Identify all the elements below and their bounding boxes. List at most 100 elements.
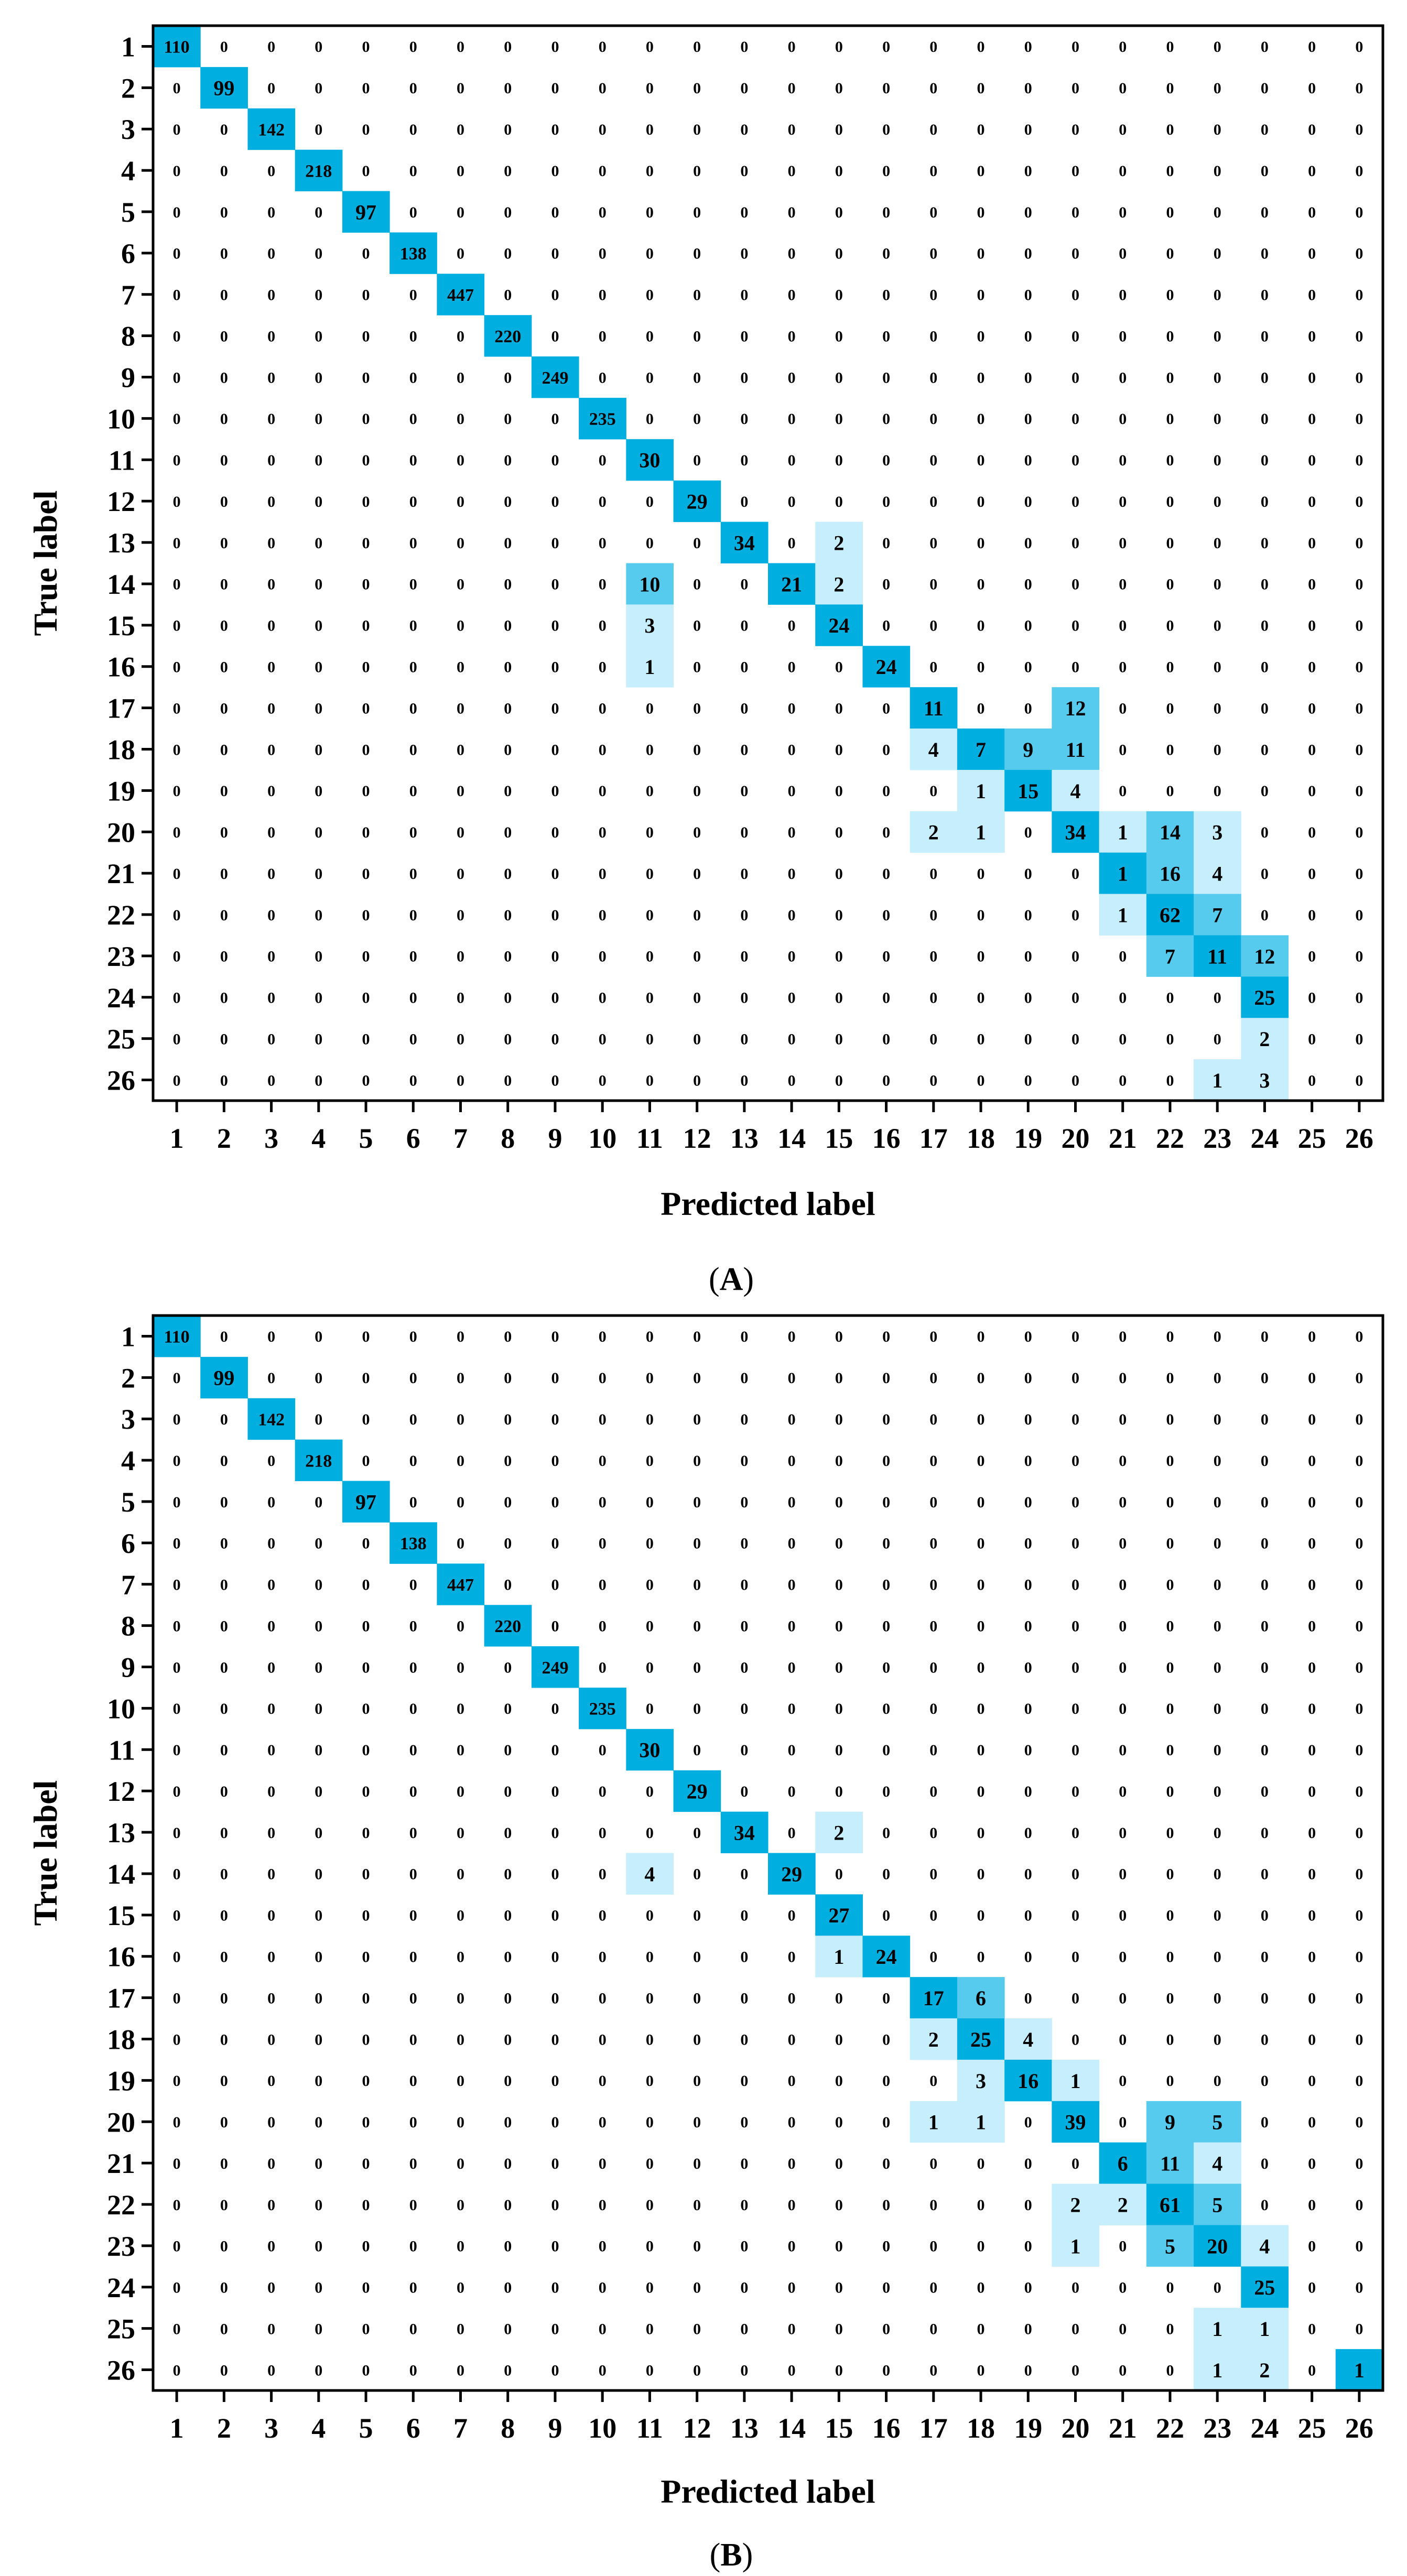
matrix-cell [768,563,816,605]
cell-value: 0 [1166,1742,1174,1759]
cell-value: 0 [977,328,985,345]
cell-value: 0 [693,1072,701,1089]
cell-value: 0 [504,1072,512,1089]
matrix-cell [342,1481,390,1523]
cell-value: 0 [693,410,701,428]
cell-value: 0 [1355,1494,1363,1511]
cell-value: 0 [551,328,559,345]
cell-value: 0 [882,287,890,304]
cell-value: 0 [835,245,843,263]
cell-value: 0 [740,741,748,758]
cell-value: 0 [220,1328,228,1345]
cell-value: 0 [315,2320,322,2338]
y-tick-label: 15 [107,1900,135,1931]
cell-value: 0 [882,2320,890,2338]
x-tick-label: 8 [501,2412,515,2444]
cell-value: 0 [977,80,985,97]
matrix-cell [1146,852,1194,895]
cell-value: 0 [693,328,701,345]
cell-value: 0 [1166,2362,1174,2379]
cell-value: 0 [551,1700,559,1718]
cell-value: 0 [362,535,370,552]
cell-value: 0 [977,2279,985,2297]
cell-value: 0 [1308,121,1316,138]
x-tick-label: 3 [264,2412,278,2444]
cell-value: 0 [1355,2320,1363,2338]
cell-value: 0 [1355,1617,1363,1635]
cell-value: 0 [788,121,796,138]
y-tick-label: 26 [107,2355,135,2386]
matrix-cell [626,563,674,605]
cell-value: 0 [882,948,890,965]
cell-value: 0 [693,2155,701,2172]
cell-value: 0 [929,2072,937,2090]
cell-value: 0 [929,1824,937,1842]
cell-value: 0 [1024,410,1032,428]
cell-value: 0 [504,1783,512,1800]
x-tick-label: 4 [311,2412,326,2444]
x-axis-title: Predicted label [661,2473,875,2510]
matrix-cell [1099,2142,1147,2184]
cell-value: 0 [457,1494,464,1511]
cell-value: 0 [693,700,701,717]
matrix-cell [1194,2142,1241,2184]
cell-value: 0 [740,1907,748,1925]
cell-value: 0 [1024,1659,1032,1676]
cell-value: 0 [646,1369,654,1387]
cell-value: 0 [1308,1742,1316,1759]
cell-value: 0 [504,38,512,56]
cell-value: 0 [1024,121,1032,138]
cell-value: 2 [834,531,844,555]
cell-value: 0 [1119,576,1127,593]
cell-value: 12 [1065,697,1086,720]
cell-value: 1 [1212,2317,1222,2341]
cell-value: 0 [977,1949,985,1966]
cell-value: 0 [1308,369,1316,386]
cell-value: 0 [504,948,512,965]
cell-value: 0 [835,121,843,138]
cell-value: 0 [1024,2362,1032,2379]
cell-value: 0 [646,1452,654,1470]
cell-value: 0 [267,2362,275,2379]
cell-value: 0 [599,1535,607,1552]
cell-value: 0 [551,1072,559,1089]
matrix-cell [200,67,248,109]
matrix-cell [1099,2183,1147,2225]
cell-value: 0 [1024,245,1032,263]
cell-value: 0 [1166,369,1174,386]
cell-value: 0 [929,1659,937,1676]
cell-value: 0 [882,907,890,924]
cell-value: 0 [362,287,370,304]
cell-value: 0 [220,1659,228,1676]
cell-value: 0 [551,1535,559,1552]
cell-value: 0 [977,162,985,180]
cell-value: 0 [504,287,512,304]
cell-value: 1 [1118,821,1128,844]
cell-value: 0 [1261,1990,1269,2007]
cell-value: 0 [929,2279,937,2297]
cell-value: 0 [173,369,181,386]
cell-value: 0 [929,1577,937,1594]
cell-value: 0 [882,1907,890,1925]
matrix-cell [626,1853,674,1895]
cell-value: 0 [1119,1577,1127,1594]
cell-value: 0 [599,948,607,965]
cell-value: 0 [977,369,985,386]
cell-value: 0 [457,948,464,965]
x-tick-label: 16 [872,1123,901,1154]
x-tick-label: 16 [872,2412,901,2444]
cell-value: 0 [788,1452,796,1470]
cell-value: 0 [551,1577,559,1594]
cell-value: 0 [740,1742,748,1759]
cell-value: 0 [740,2155,748,2172]
cell-value: 0 [551,2072,559,2090]
y-tick-label: 14 [107,569,135,600]
cell-value: 0 [646,1072,654,1089]
cell-value: 0 [1308,741,1316,758]
panel-caption: (B) [710,2537,753,2573]
cell-value: 0 [646,1949,654,1966]
cell-value: 0 [693,907,701,924]
cell-value: 0 [1308,80,1316,97]
cell-value: 0 [362,2197,370,2214]
cell-value: 0 [882,1866,890,1883]
